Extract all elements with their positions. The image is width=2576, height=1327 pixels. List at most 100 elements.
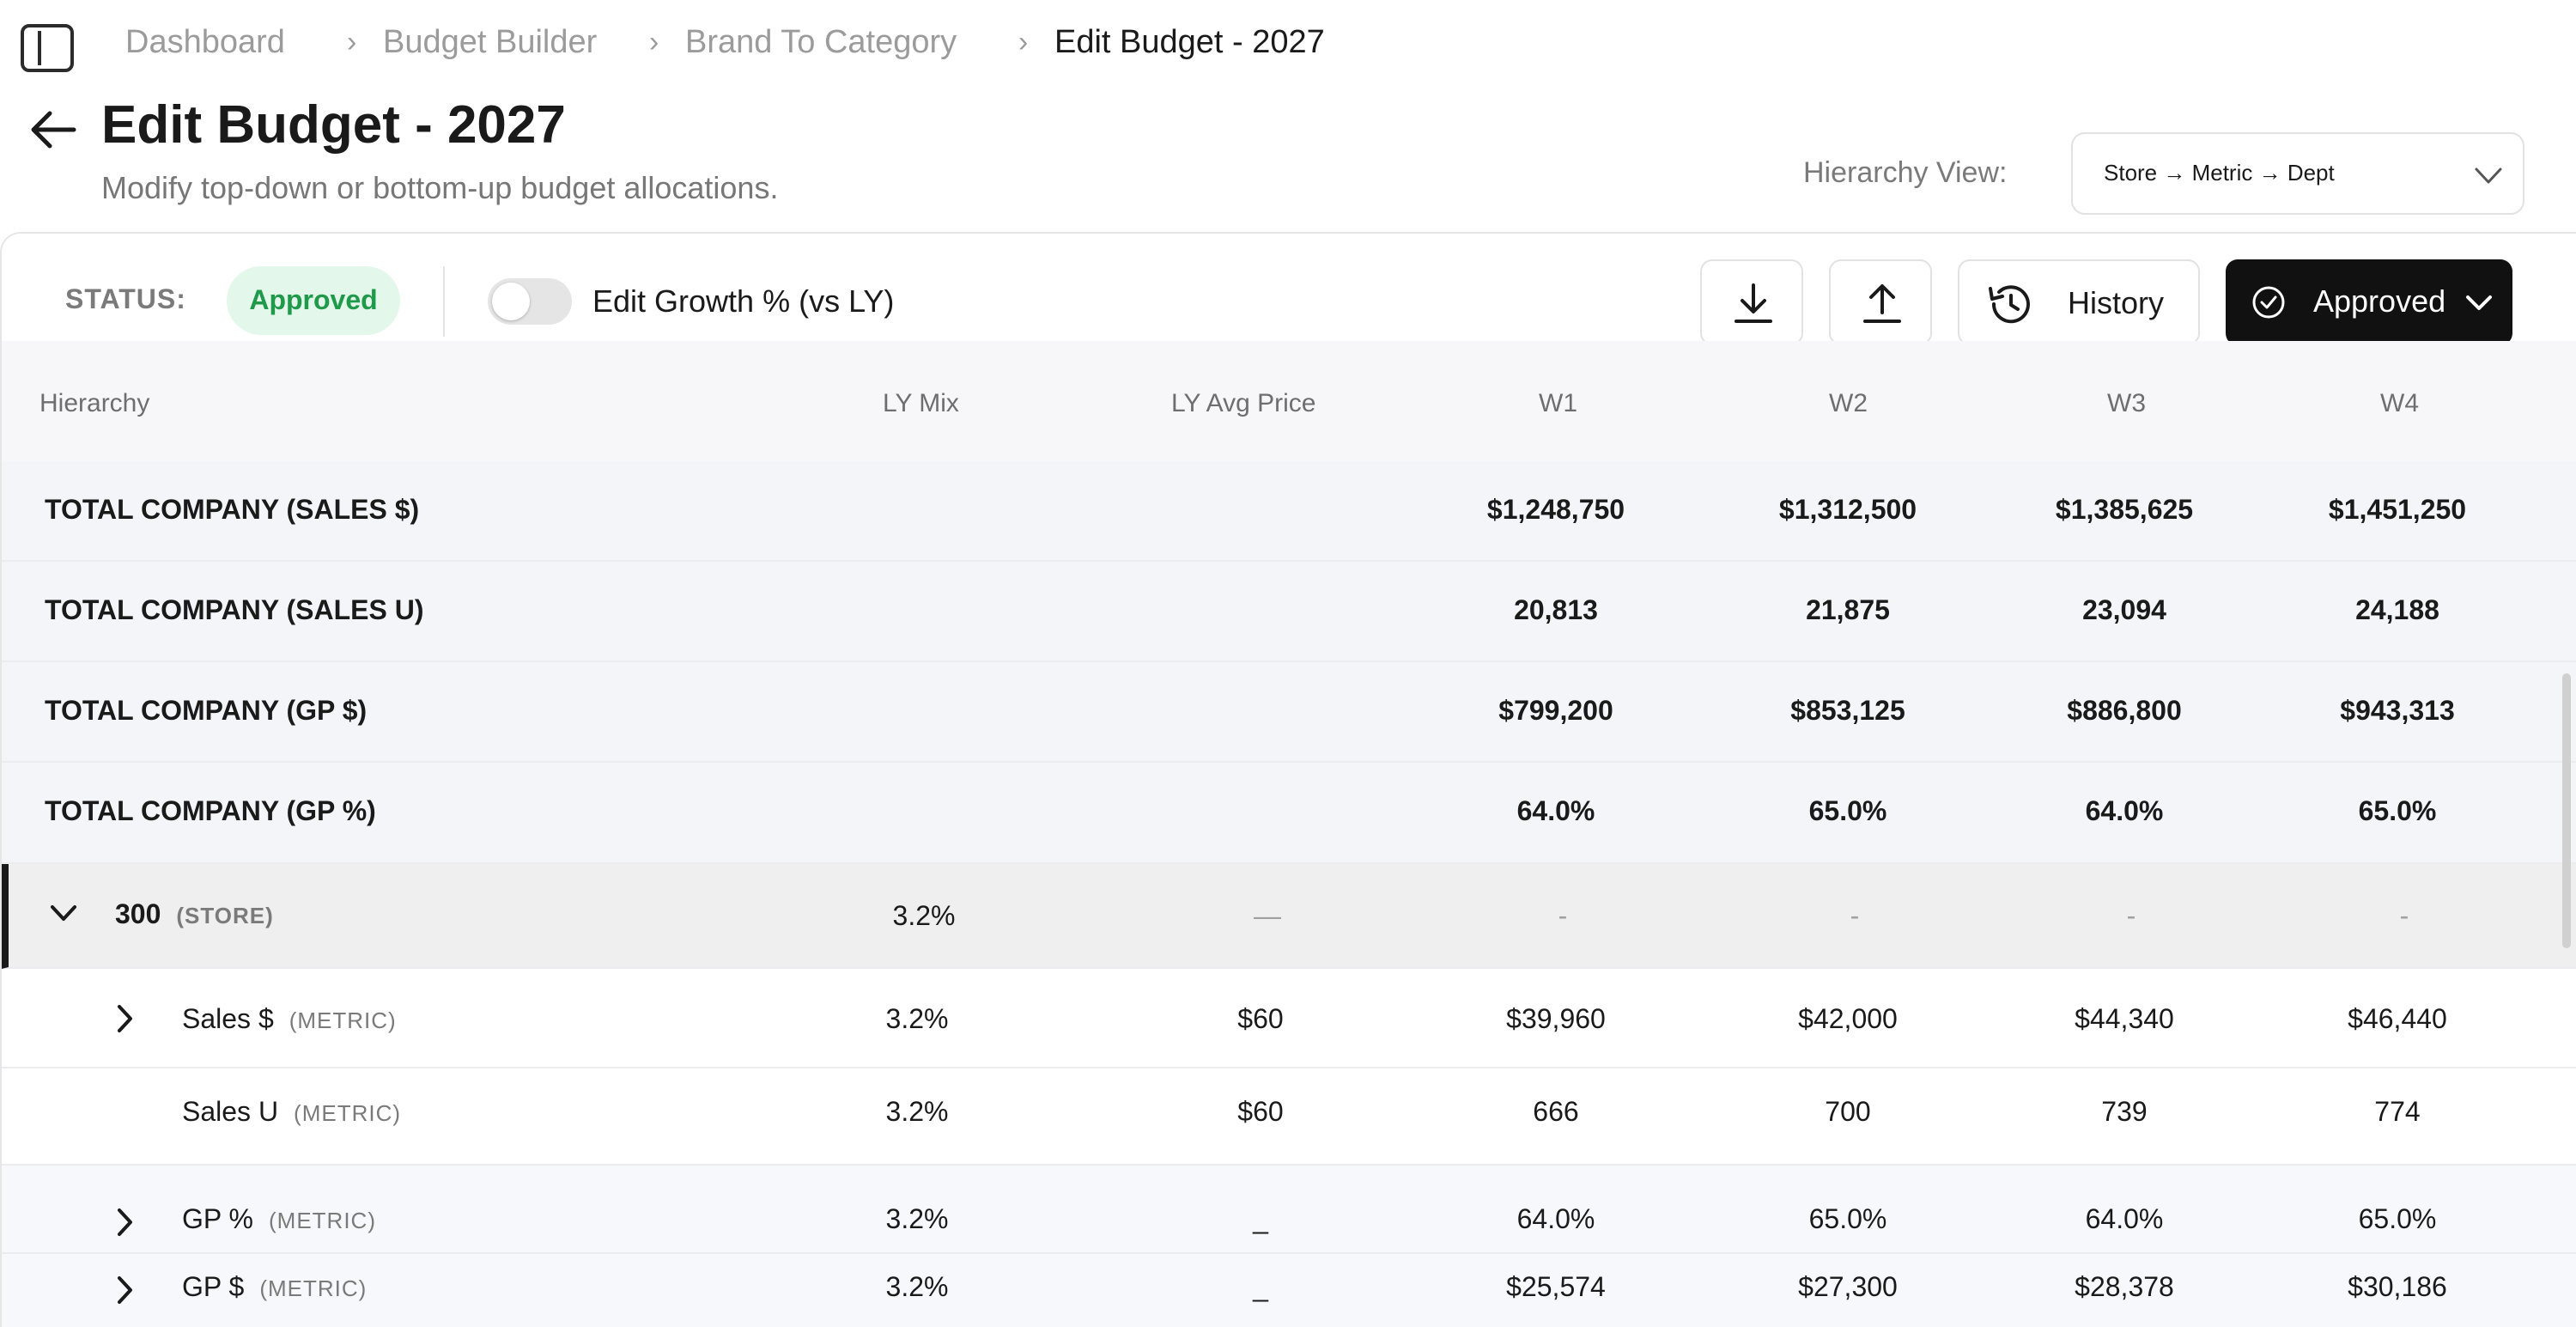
store-tag: (STORE)	[176, 903, 274, 928]
cell-w3: $886,800	[2067, 695, 2182, 726]
chevron-right-icon[interactable]	[113, 1275, 136, 1306]
cell-w3[interactable]: 64.0%	[2085, 1203, 2164, 1234]
hierarchy-view-value: Store → Metric → Dept	[2104, 160, 2335, 186]
breadcrumb-brand-to-category[interactable]: Brand To Category	[685, 24, 957, 60]
column-header-w1[interactable]: W1	[1539, 389, 1577, 417]
download-button[interactable]	[1700, 259, 1803, 345]
cell-w4: 65.0%	[2358, 795, 2437, 826]
chevron-down-icon	[2475, 167, 2502, 184]
column-header-ly-avg-price[interactable]: LY Avg Price	[1171, 389, 1316, 417]
approved-dropdown-button[interactable]: Approved	[2226, 259, 2512, 345]
cell-w4: -	[2399, 900, 2409, 931]
row-label: TOTAL COMPANY (SALES U)	[45, 594, 424, 625]
back-arrow-icon[interactable]	[29, 110, 77, 149]
toolbar-divider	[443, 266, 445, 337]
chevron-down-icon[interactable]	[48, 900, 79, 926]
page-subtitle: Modify top-down or bottom-up budget allo…	[101, 170, 779, 205]
history-button[interactable]: History	[1958, 259, 2200, 345]
row-label: TOTAL COMPANY (GP %)	[45, 795, 376, 826]
column-header-ly-mix[interactable]: LY Mix	[883, 389, 959, 417]
upload-icon	[1863, 284, 1901, 323]
metric-label: Sales $ (METRIC)	[182, 1003, 397, 1034]
cell-w4[interactable]: 65.0%	[2358, 1203, 2437, 1234]
metric-label: GP % (METRIC)	[182, 1203, 376, 1234]
cell-ly-mix: 3.2%	[885, 1003, 949, 1034]
cell-w3[interactable]: $44,340	[2075, 1003, 2174, 1034]
budget-card: STATUS: Approved Edit Growth % (vs LY) H…	[0, 232, 2576, 1327]
table-row: Sales $ (METRIC) 3.2% $60 $39,960 $42,000…	[2, 969, 2576, 1068]
hierarchy-view-select[interactable]: Store → Metric → Dept	[2071, 132, 2524, 215]
approved-label: Approved	[2313, 283, 2446, 319]
cell-w4[interactable]: 774	[2374, 1096, 2421, 1127]
cell-w1[interactable]: $39,960	[1506, 1003, 1606, 1034]
column-header-w2[interactable]: W2	[1829, 389, 1868, 417]
cell-w3: 64.0%	[2085, 795, 2164, 826]
cell-w1[interactable]: $25,574	[1506, 1271, 1606, 1302]
table-row: TOTAL COMPANY (SALES $) $1,248,750 $1,31…	[2, 461, 2576, 562]
cell-w1[interactable]: 64.0%	[1516, 1203, 1595, 1234]
cell-w4[interactable]: $30,186	[2348, 1271, 2447, 1302]
store-row[interactable]: 300 (STORE) 3.2% — - - - -	[2, 864, 2576, 969]
history-icon	[1989, 285, 2030, 324]
cell-ly-avg-price: _	[1253, 1203, 1268, 1234]
cell-w4: $943,313	[2340, 695, 2455, 726]
metric-tag: (METRIC)	[259, 1275, 368, 1301]
chevron-right-icon[interactable]	[113, 1207, 136, 1238]
breadcrumb-dashboard[interactable]: Dashboard	[125, 24, 285, 60]
cell-ly-avg-price: $60	[1237, 1096, 1284, 1127]
table-row: GP $ (METRIC) 3.2% _ $25,574 $27,300 $28,…	[2, 1254, 2576, 1327]
store-label: 300 (STORE)	[115, 898, 274, 929]
cell-w1: -	[1558, 900, 1568, 931]
cell-ly-avg-price: $60	[1237, 1003, 1284, 1034]
cell-w2: 21,875	[1806, 594, 1890, 625]
edit-growth-label: Edit Growth % (vs LY)	[592, 283, 895, 319]
cell-w2[interactable]: 700	[1825, 1096, 1871, 1127]
upload-button[interactable]	[1829, 259, 1932, 345]
column-header-w3[interactable]: W3	[2107, 389, 2146, 417]
column-header-hierarchy[interactable]: Hierarchy	[39, 389, 150, 417]
cell-w3[interactable]: 739	[2101, 1096, 2148, 1127]
history-label: History	[2068, 285, 2165, 320]
cell-w3: -	[2126, 900, 2136, 931]
cell-ly-avg-price: —	[1254, 900, 1281, 931]
cell-w4: 24,188	[2355, 594, 2439, 625]
metric-tag: (METRIC)	[289, 1007, 397, 1033]
toolbar: STATUS: Approved Edit Growth % (vs LY) H…	[2, 234, 2576, 345]
cell-w2: $853,125	[1790, 695, 1905, 726]
cell-w3: 23,094	[2082, 594, 2166, 625]
cell-w2[interactable]: $42,000	[1798, 1003, 1898, 1034]
cell-w3: $1,385,625	[2055, 494, 2194, 525]
chevron-right-icon[interactable]	[113, 1003, 136, 1034]
column-header-w4[interactable]: W4	[2380, 389, 2419, 417]
metric-tag: (METRIC)	[294, 1100, 402, 1126]
table-header: Hierarchy LY Mix LY Avg Price W1 W2 W3 W…	[2, 341, 2576, 461]
table-row: Sales U (METRIC) 3.2% $60 666 700 739 774	[2, 1068, 2576, 1166]
page-title: Edit Budget - 2027	[101, 95, 566, 155]
cell-w3[interactable]: $28,378	[2075, 1271, 2174, 1302]
sidebar-toggle-icon[interactable]	[21, 24, 74, 72]
table-row: TOTAL COMPANY (GP $) $799,200 $853,125 $…	[2, 662, 2576, 763]
top-bar: Dashboard › Budget Builder › Brand To Ca…	[0, 0, 2576, 90]
cell-ly-mix: 3.2%	[892, 900, 956, 931]
row-label: TOTAL COMPANY (SALES $)	[45, 494, 420, 525]
metric-tag: (METRIC)	[269, 1208, 376, 1233]
cell-w1[interactable]: 666	[1533, 1096, 1579, 1127]
cell-ly-mix: 3.2%	[885, 1203, 949, 1234]
breadcrumb-budget-builder[interactable]: Budget Builder	[383, 24, 598, 60]
cell-w2[interactable]: 65.0%	[1808, 1203, 1887, 1234]
toggle-knob	[492, 283, 530, 320]
table-scrollbar[interactable]	[2562, 673, 2571, 948]
cell-w2: -	[1850, 900, 1860, 931]
edit-growth-toggle[interactable]	[488, 278, 572, 325]
cell-w4: $1,451,250	[2328, 494, 2467, 525]
cell-w2: 65.0%	[1808, 795, 1887, 826]
chevron-down-icon	[2466, 295, 2492, 310]
status-badge: Approved	[227, 266, 400, 335]
cell-w2[interactable]: $27,300	[1798, 1271, 1898, 1302]
cell-w4[interactable]: $46,440	[2348, 1003, 2447, 1034]
check-circle-icon	[2252, 286, 2285, 319]
cell-w1: 20,813	[1514, 594, 1598, 625]
cell-ly-mix: 3.2%	[885, 1271, 949, 1302]
breadcrumb-separator: ›	[649, 26, 659, 58]
table-row: TOTAL COMPANY (GP %) 64.0% 65.0% 64.0% 6…	[2, 763, 2576, 864]
